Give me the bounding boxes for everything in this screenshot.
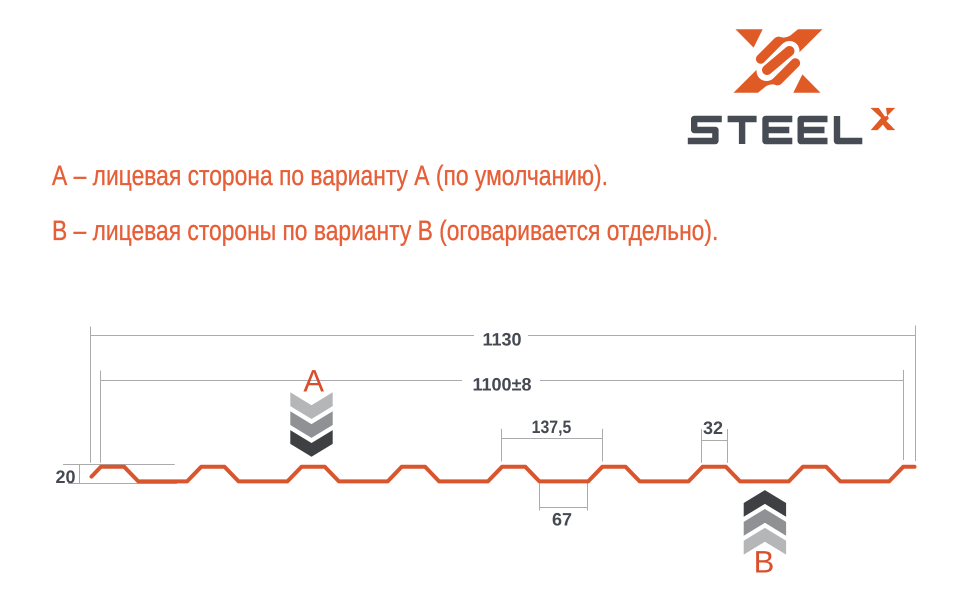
svg-text:1130: 1130 [482,330,521,350]
svg-text:137,5: 137,5 [532,417,572,437]
svg-text:20: 20 [55,467,75,487]
svg-text:67: 67 [552,510,572,530]
svg-text:32: 32 [703,418,723,438]
svg-text:А: А [303,364,324,399]
svg-text:1100±8: 1100±8 [473,375,532,395]
svg-text:В: В [754,545,775,580]
